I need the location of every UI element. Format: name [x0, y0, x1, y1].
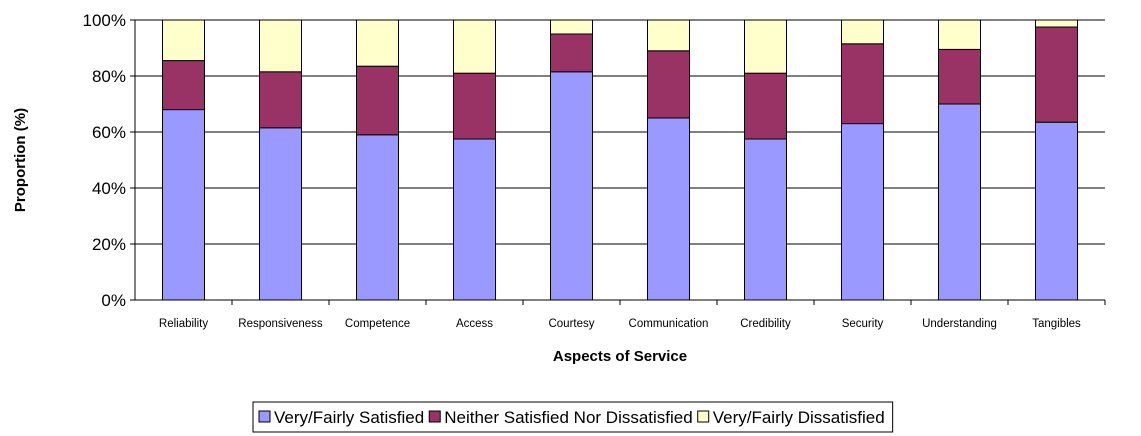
bar-segment [162, 109, 205, 301]
legend-swatch [697, 410, 710, 423]
bar-segment [1035, 19, 1078, 28]
x-tick-label: Courtesy [548, 318, 594, 330]
bar-segment [744, 138, 787, 301]
bar-segment [356, 19, 399, 67]
x-tick-label: Reliability [159, 318, 208, 330]
bar-segment [1035, 26, 1078, 123]
bar-segment [938, 19, 981, 50]
bar-segment [453, 19, 496, 74]
bar-segment [647, 19, 690, 52]
bar-segment [1035, 121, 1078, 301]
legend-frame [252, 401, 894, 433]
bar-segment [744, 72, 787, 140]
x-tick-label: Security [842, 318, 884, 330]
legend-label: Neither Satisfied Nor Dissatisfied [444, 408, 692, 427]
y-tick-label: 60% [92, 123, 126, 142]
legend-swatch [428, 410, 441, 423]
x-tick-label: Competence [345, 318, 410, 330]
legend-swatch [258, 410, 271, 423]
y-tick-label: 100% [83, 11, 126, 30]
bar-segment [938, 48, 981, 105]
x-tick-label: Tangibles [1032, 318, 1081, 330]
bar-segment [550, 33, 593, 73]
x-tick-label: Access [456, 318, 493, 330]
bar-segment [259, 19, 302, 73]
y-tick-labels: 0% 20% 40% 60% 80% 100% [83, 11, 126, 310]
bar-segment [550, 71, 593, 301]
x-axis-title: Aspects of Service [553, 348, 687, 365]
y-axis-title: Proportion (%) [12, 108, 29, 212]
bar-segment [647, 50, 690, 119]
bar-segment [841, 19, 884, 45]
bar-segment [453, 72, 496, 140]
bar-segment [841, 43, 884, 125]
bar-segment [259, 71, 302, 129]
bar-segment [356, 65, 399, 136]
bar-segment [162, 19, 205, 62]
x-tick-label: Credibility [740, 318, 791, 330]
bar-segment [453, 138, 496, 301]
axes [134, 20, 1105, 301]
y-tick-label: 0% [101, 291, 126, 310]
x-tick-label: Communication [629, 318, 709, 330]
bars [162, 19, 1078, 301]
x-tick-label: Responsiveness [238, 318, 323, 330]
legend-label: Very/Fairly Satisfied [274, 408, 424, 427]
bar-segment [162, 60, 205, 111]
bar-segment [744, 19, 787, 74]
bar-segment [841, 123, 884, 301]
y-tick-label: 20% [92, 235, 126, 254]
x-tick-label: Understanding [922, 318, 997, 330]
bar-segment [259, 127, 302, 301]
y-tick-label: 40% [92, 179, 126, 198]
x-tick-labels: Reliability Responsiveness Competence Acces… [159, 318, 1081, 330]
legend: Very/Fairly Satisfied Neither Satisfied N… [252, 401, 894, 433]
bar-segment [550, 19, 593, 35]
y-tick-label: 80% [92, 67, 126, 86]
bar-segment [938, 103, 981, 301]
bar-segment [647, 117, 690, 301]
bar-segment [356, 134, 399, 301]
legend-label: Very/Fairly Dissatisfied [713, 408, 885, 427]
